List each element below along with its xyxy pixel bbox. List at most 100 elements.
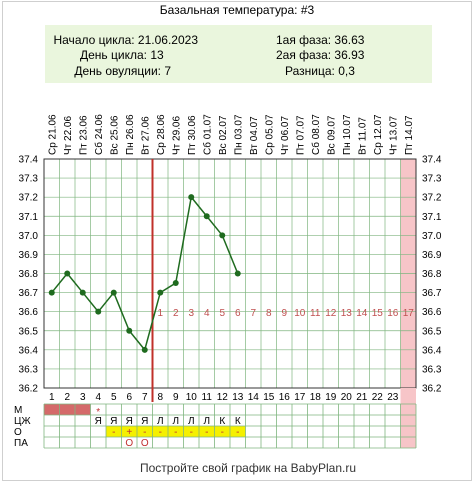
ovulation-test-mark: - xyxy=(112,427,115,438)
x-day-label: 3 xyxy=(80,392,86,403)
cervical-mark: К xyxy=(219,416,225,427)
x-day-label: 19 xyxy=(325,392,337,403)
post-ovulation-day: 16 xyxy=(387,308,399,319)
x-day-label: 12 xyxy=(217,392,229,403)
date-label: Ср 12.07 xyxy=(373,114,384,155)
cervical-mark: Я xyxy=(141,416,148,427)
phase1: 1ая фаза: 36.63 xyxy=(276,33,365,47)
x-day-label: 16 xyxy=(279,392,291,403)
date-label: Пн 03.07 xyxy=(233,114,244,155)
date-label: Пн 10.07 xyxy=(342,114,353,155)
y-tick-label: 37.3 xyxy=(19,174,39,185)
date-label: Чт 22.06 xyxy=(63,116,74,155)
ovulation-test-mark: - xyxy=(236,427,239,438)
chart-title: Базальная температура: #3 xyxy=(160,3,315,17)
fertile-cell xyxy=(199,426,215,437)
fertile-cell xyxy=(214,426,230,437)
x-day-label: 2 xyxy=(64,392,70,403)
date-label: Ср 05.07 xyxy=(264,114,275,155)
date-label: Пт 07.07 xyxy=(295,115,306,155)
x-day-label: 17 xyxy=(294,392,306,403)
y-tick-label: 36.4 xyxy=(422,345,442,356)
date-label: Чт 29.06 xyxy=(171,116,182,155)
ovulation-test-mark: - xyxy=(174,427,177,438)
x-day-label: 1 xyxy=(49,392,55,403)
y-tick-label: 36.5 xyxy=(19,326,39,337)
x-day-label: 9 xyxy=(173,392,179,403)
date-label: Вс 25.06 xyxy=(109,115,120,155)
date-label: Пт 14.07 xyxy=(404,115,415,155)
y-tick-label: 36.8 xyxy=(422,269,442,280)
temperature-point xyxy=(48,289,55,296)
fertile-cell xyxy=(137,426,153,437)
fertile-cell xyxy=(152,426,168,437)
x-day-label: 15 xyxy=(263,392,275,403)
post-ovulation-day: 7 xyxy=(250,308,256,319)
y-tick-label: 36.6 xyxy=(422,307,442,318)
period-cell xyxy=(59,404,75,415)
date-label: Вс 09.07 xyxy=(326,115,337,155)
x-day-label: 23 xyxy=(387,392,399,403)
post-ovulation-day: 17 xyxy=(403,308,415,319)
cervical-mark: К xyxy=(235,416,241,427)
highlight-column xyxy=(400,388,416,448)
y-tick-label: 36.2 xyxy=(19,384,39,395)
x-day-label: 6 xyxy=(126,392,132,403)
y-tick-label: 37.1 xyxy=(422,212,442,223)
x-day-label: 13 xyxy=(232,392,244,403)
x-day-label: 22 xyxy=(372,392,384,403)
ovulation-test-mark: + xyxy=(126,427,132,438)
ovulation-day: День овуляции: 7 xyxy=(74,64,171,78)
row-label: ПА xyxy=(14,438,28,449)
temperature-series xyxy=(48,194,241,353)
date-label: Ср 28.06 xyxy=(156,114,167,155)
ovulation-test-mark: - xyxy=(190,427,193,438)
temperature-point xyxy=(64,270,71,277)
post-ovulation-day: 12 xyxy=(325,308,337,319)
y-tick-label: 36.6 xyxy=(19,307,39,318)
post-ovulation-day: 5 xyxy=(219,308,225,319)
ovulation-test-mark: - xyxy=(221,427,224,438)
x-day-label: 18 xyxy=(310,392,322,403)
y-tick-label: 37.4 xyxy=(19,155,39,166)
fertile-cell xyxy=(168,426,184,437)
temperature-point xyxy=(141,346,148,353)
temperature-point xyxy=(126,327,133,334)
cycle-start: Начало цикла: 21.06.2023 xyxy=(53,33,198,47)
y-tick-label: 36.7 xyxy=(422,288,442,299)
y-tick-label: 36.3 xyxy=(422,364,442,375)
temperature-point xyxy=(79,289,86,296)
y-tick-label: 36.9 xyxy=(19,250,39,261)
temperature-point xyxy=(188,194,195,201)
y-tick-label: 36.4 xyxy=(19,345,39,356)
post-ovulation-day: 8 xyxy=(266,308,272,319)
post-ovulation-day: 10 xyxy=(294,308,306,319)
y-tick-label: 37.1 xyxy=(19,212,39,223)
footer-link[interactable]: Постройте свой график на BabyPlan.ru xyxy=(140,461,356,475)
ovulation-test-mark: - xyxy=(205,427,208,438)
cervical-mark: Л xyxy=(203,416,210,427)
y-tick-label: 37.0 xyxy=(422,231,442,242)
post-ovulation-day: 9 xyxy=(281,308,287,319)
x-day-label: 4 xyxy=(95,392,101,403)
date-label: Сб 24.06 xyxy=(93,114,105,155)
post-ovulation-day: 11 xyxy=(310,308,321,319)
ovulation-test-mark: - xyxy=(143,427,146,438)
fertile-cell xyxy=(183,426,199,437)
date-labels: Ср 21.06 Чт 22.06 Пт 23.06 Сб 24.06 Вс 25.06… xyxy=(47,114,415,155)
post-ovulation-day: 15 xyxy=(372,308,384,319)
date-label: Вт 27.06 xyxy=(140,116,151,155)
date-label: Чт 13.07 xyxy=(388,116,399,155)
date-label: Чт 06.07 xyxy=(280,116,291,155)
y-tick-label: 37.3 xyxy=(422,174,442,185)
y-tick-label: 36.2 xyxy=(422,384,442,395)
cervical-mark: Я xyxy=(95,416,102,427)
cervical-mark: Я xyxy=(126,416,133,427)
plot-border xyxy=(43,158,417,389)
post-ovulation-day: 14 xyxy=(356,308,368,319)
info-box xyxy=(45,25,432,83)
grid xyxy=(43,158,417,389)
fertile-cell xyxy=(230,426,246,437)
